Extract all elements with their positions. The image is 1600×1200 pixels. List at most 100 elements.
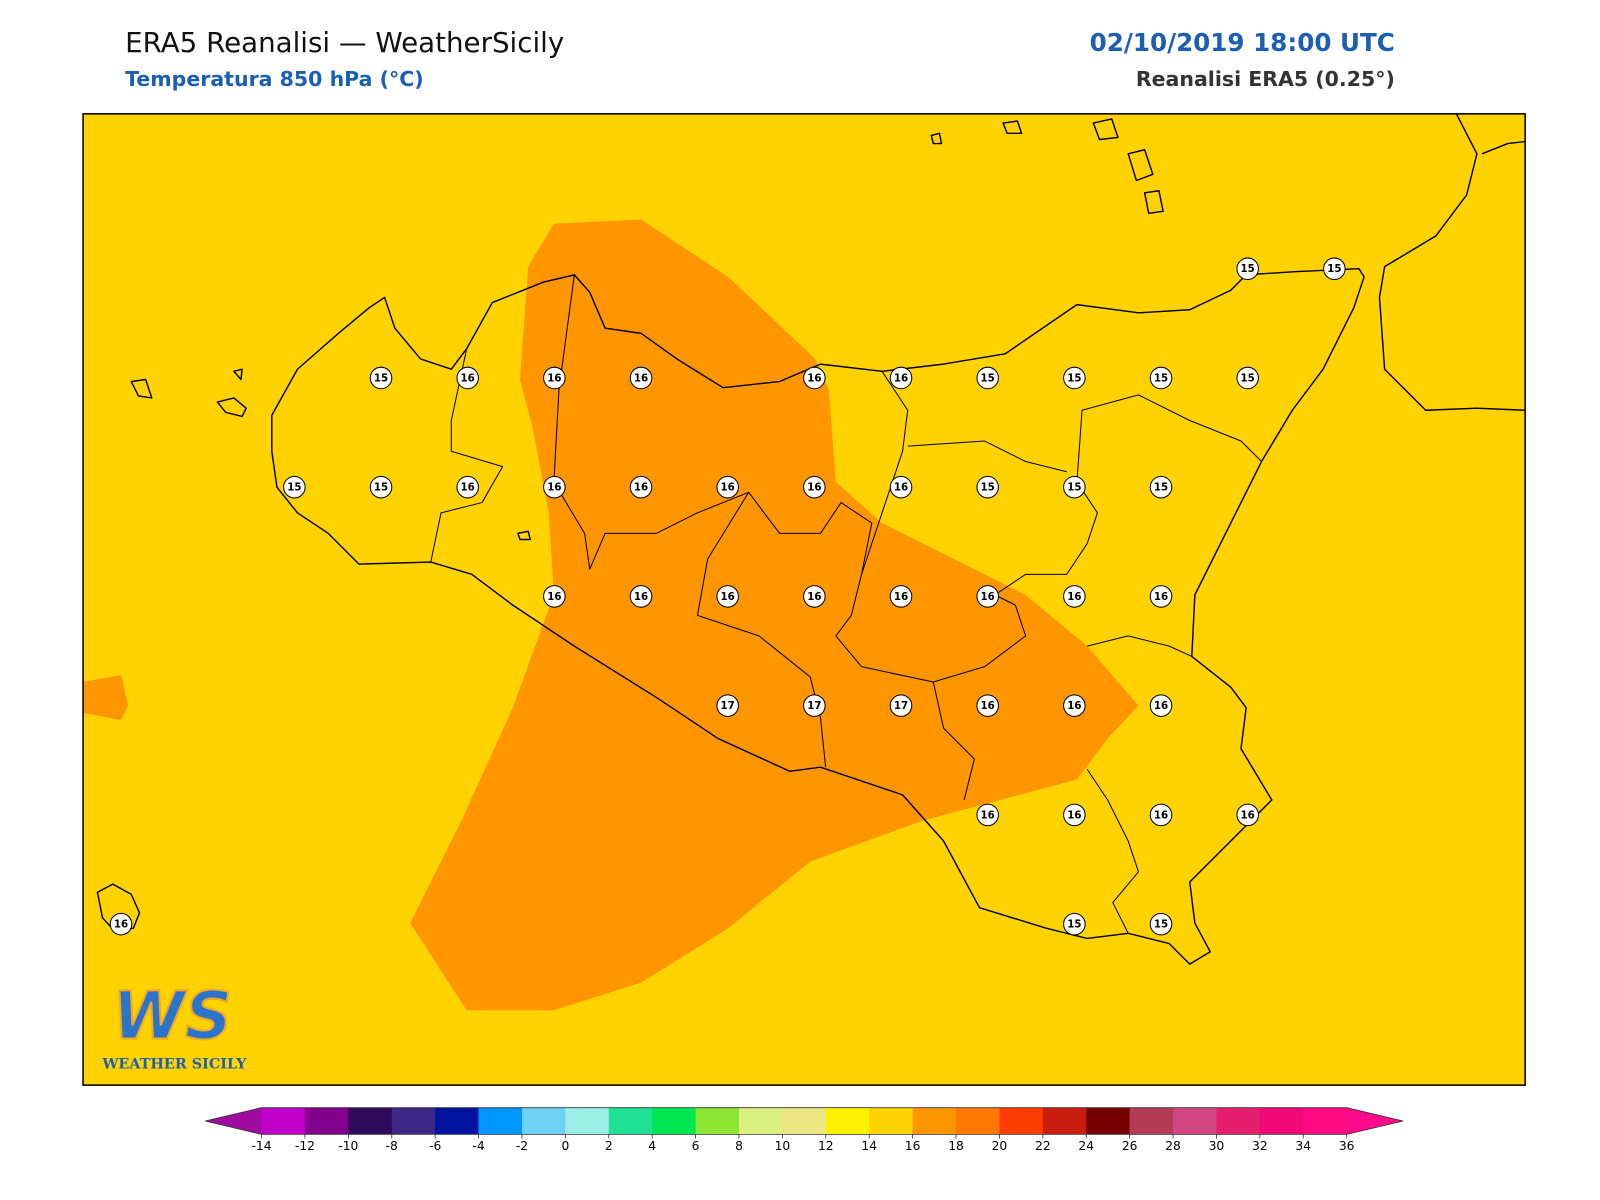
station-marker xyxy=(1063,912,1086,936)
station-marker xyxy=(1236,803,1259,827)
colorbar-tick-label: 30 xyxy=(1209,1139,1225,1153)
station-marker xyxy=(889,694,913,717)
colorbar-tick-label: 32 xyxy=(1252,1139,1268,1153)
colorbar-tick-label: 34 xyxy=(1295,1139,1311,1153)
province-border xyxy=(696,492,827,768)
station-marker xyxy=(629,475,653,499)
colorbar-tick-label: 6 xyxy=(692,1139,700,1153)
station-value: 17 xyxy=(894,700,908,712)
station-marker xyxy=(803,585,826,608)
station-marker xyxy=(629,585,653,608)
colorbar-tick-label: 2 xyxy=(605,1139,613,1153)
colorbar-segment xyxy=(1042,1107,1087,1135)
station-value: 16 xyxy=(981,809,995,821)
colorbar-tick-label: 16 xyxy=(905,1139,921,1153)
station-marker xyxy=(976,694,999,717)
station-value: 16 xyxy=(634,372,648,384)
station-value: 16 xyxy=(1154,591,1168,603)
station-marker xyxy=(889,585,913,608)
coastline xyxy=(1378,113,1526,411)
colorbar-segment xyxy=(391,1107,436,1135)
station-marker xyxy=(889,366,913,390)
logo: WS WEATHER SICILY xyxy=(101,978,247,1073)
colorbar-tick-label: 36 xyxy=(1339,1139,1355,1153)
station-value: 15 xyxy=(374,482,388,494)
colorbar-tick-label: -10 xyxy=(338,1139,358,1153)
colorbar-tick-label: -2 xyxy=(516,1139,528,1153)
station-marker xyxy=(889,475,913,499)
island xyxy=(1092,118,1119,141)
colorbar-tick-label: 4 xyxy=(648,1139,656,1153)
colorbar-segment xyxy=(565,1107,610,1135)
station-marker xyxy=(976,366,999,390)
station-marker xyxy=(1063,803,1086,827)
colorbar: -14 -12 -10 -8 -6 -4 -2 0 2 4 6 8 10 12 14 16 18 20 22 24 26… xyxy=(205,1107,1404,1153)
coastline xyxy=(1481,140,1526,155)
station-value: 15 xyxy=(981,372,995,384)
station-value: 16 xyxy=(894,372,908,384)
province-border xyxy=(1086,768,1139,934)
station-marker xyxy=(1149,475,1173,499)
station-value: 16 xyxy=(1154,809,1168,821)
warm-area xyxy=(410,219,1139,1011)
stations: 15 15 15 16 16 16 16 16 15 15 15 15 15 15 16 16 16 16 16 16… xyxy=(109,257,1346,936)
island xyxy=(930,132,943,145)
island xyxy=(1143,190,1164,215)
station-marker xyxy=(716,694,739,717)
station-value: 17 xyxy=(721,700,735,712)
station-value: 16 xyxy=(807,372,821,384)
station-value: 16 xyxy=(1067,591,1081,603)
station-marker xyxy=(976,803,999,827)
station-marker xyxy=(1063,475,1086,499)
station-value: 16 xyxy=(981,700,995,712)
station-marker xyxy=(1063,366,1086,390)
map: 15 15 15 16 16 16 16 16 15 15 15 15 15 15 16 16 16 16 16 16… xyxy=(83,113,1526,1086)
colorbar-segment xyxy=(435,1107,480,1135)
colorbar-tick-label: -6 xyxy=(429,1139,441,1153)
station-value: 16 xyxy=(1067,809,1081,821)
island xyxy=(216,397,247,418)
colorbar-segment xyxy=(869,1107,914,1135)
colorbar-tick-label: 28 xyxy=(1165,1139,1181,1153)
station-value: 16 xyxy=(1241,809,1255,821)
station-marker xyxy=(543,585,566,608)
station-value: 16 xyxy=(547,372,561,384)
station-value: 16 xyxy=(1154,700,1168,712)
island xyxy=(233,368,243,381)
colorbar-segment xyxy=(956,1107,1000,1135)
station-marker xyxy=(369,366,393,390)
station-value: 15 xyxy=(1154,482,1168,494)
station-marker xyxy=(1323,257,1346,280)
colorbar-segment xyxy=(782,1107,827,1135)
province-border xyxy=(932,681,975,801)
colorbar-segment xyxy=(1216,1107,1261,1135)
station-value: 17 xyxy=(807,700,821,712)
station-marker xyxy=(1149,912,1173,936)
subtitle: Temperatura 850 hPa (°C) xyxy=(125,67,424,91)
station-value: 15 xyxy=(1067,919,1081,931)
station-marker xyxy=(629,366,653,390)
colorbar-tick-label: 8 xyxy=(735,1139,743,1153)
station-marker xyxy=(1063,694,1086,717)
station-value: 16 xyxy=(807,482,821,494)
logo-mark: WS xyxy=(112,979,232,1055)
station-value: 16 xyxy=(461,482,475,494)
station-value: 15 xyxy=(374,372,388,384)
station-marker xyxy=(1149,694,1173,717)
colorbar-tick-label: 14 xyxy=(861,1139,877,1153)
colorbar-tick-label: -12 xyxy=(295,1139,315,1153)
station-value: 16 xyxy=(547,591,561,603)
station-value: 16 xyxy=(634,482,648,494)
source: Reanalisi ERA5 (0.25°) xyxy=(1136,67,1395,91)
colorbar-segment xyxy=(1173,1107,1217,1135)
colorbar-segment xyxy=(608,1107,653,1135)
colorbar-segment xyxy=(1303,1107,1348,1135)
station-value: 16 xyxy=(894,591,908,603)
station-value: 15 xyxy=(1154,372,1168,384)
colorbar-segment xyxy=(695,1107,740,1135)
station-value: 15 xyxy=(1067,372,1081,384)
colorbar-segment xyxy=(825,1107,870,1135)
colorbar-segment xyxy=(999,1107,1044,1135)
station-marker xyxy=(716,475,739,499)
colorbar-tick-label: 26 xyxy=(1122,1139,1138,1153)
